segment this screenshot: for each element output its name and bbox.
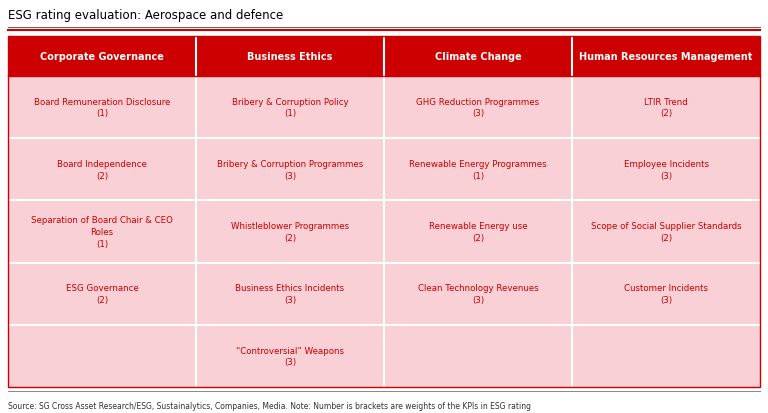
Text: Bribery & Corruption Programmes
(3): Bribery & Corruption Programmes (3) bbox=[217, 159, 363, 180]
Bar bbox=[384, 201, 572, 263]
Text: Renewable Energy Programmes
(1): Renewable Energy Programmes (1) bbox=[409, 159, 547, 180]
Bar bbox=[384, 77, 572, 139]
Bar bbox=[196, 77, 384, 139]
Bar bbox=[572, 263, 760, 325]
Text: Customer Incidents
(3): Customer Incidents (3) bbox=[624, 284, 708, 304]
Text: GHG Reduction Programmes
(3): GHG Reduction Programmes (3) bbox=[416, 97, 540, 118]
Text: Corporate Governance: Corporate Governance bbox=[40, 52, 164, 62]
Text: Source: SG Cross Asset Research/ESG, Sustainalytics, Companies, Media. Note: Num: Source: SG Cross Asset Research/ESG, Sus… bbox=[8, 401, 531, 410]
Text: ESG Governance
(2): ESG Governance (2) bbox=[65, 284, 138, 304]
Text: Renewable Energy use
(2): Renewable Energy use (2) bbox=[429, 221, 528, 242]
Text: Climate Change: Climate Change bbox=[435, 52, 521, 62]
Bar bbox=[384, 139, 572, 201]
Bar bbox=[196, 325, 384, 387]
Bar bbox=[572, 139, 760, 201]
Bar bbox=[196, 139, 384, 201]
Text: Human Resources Management: Human Resources Management bbox=[579, 52, 753, 62]
Text: Scope of Social Supplier Standards
(2): Scope of Social Supplier Standards (2) bbox=[591, 221, 741, 242]
Bar bbox=[8, 325, 196, 387]
Text: Clean Technology Revenues
(3): Clean Technology Revenues (3) bbox=[418, 284, 538, 304]
Text: “Controversial” Weapons
(3): “Controversial” Weapons (3) bbox=[236, 346, 344, 366]
Text: Board Remuneration Disclosure
(1): Board Remuneration Disclosure (1) bbox=[34, 97, 170, 118]
Bar bbox=[8, 77, 196, 139]
Text: Board Independence
(2): Board Independence (2) bbox=[57, 159, 147, 180]
Bar bbox=[572, 201, 760, 263]
Bar bbox=[8, 139, 196, 201]
Bar bbox=[572, 37, 760, 77]
Bar bbox=[8, 201, 196, 263]
Bar bbox=[8, 37, 196, 77]
Bar bbox=[196, 201, 384, 263]
Bar bbox=[196, 263, 384, 325]
Text: Employee Incidents
(3): Employee Incidents (3) bbox=[624, 159, 709, 180]
Bar bbox=[8, 37, 760, 387]
Bar bbox=[384, 263, 572, 325]
Bar bbox=[572, 325, 760, 387]
Bar bbox=[384, 325, 572, 387]
Text: Bribery & Corruption Policy
(1): Bribery & Corruption Policy (1) bbox=[232, 97, 349, 118]
Text: Separation of Board Chair & CEO
Roles
(1): Separation of Board Chair & CEO Roles (1… bbox=[31, 216, 173, 248]
Text: LTIR Trend
(2): LTIR Trend (2) bbox=[644, 97, 688, 118]
Text: Business Ethics: Business Ethics bbox=[247, 52, 333, 62]
Bar bbox=[572, 77, 760, 139]
Bar bbox=[8, 263, 196, 325]
Bar bbox=[384, 37, 572, 77]
Text: Business Ethics Incidents
(3): Business Ethics Incidents (3) bbox=[236, 284, 345, 304]
Bar bbox=[196, 37, 384, 77]
Text: ESG rating evaluation: Aerospace and defence: ESG rating evaluation: Aerospace and def… bbox=[8, 9, 283, 21]
Text: Whistleblower Programmes
(2): Whistleblower Programmes (2) bbox=[231, 221, 349, 242]
